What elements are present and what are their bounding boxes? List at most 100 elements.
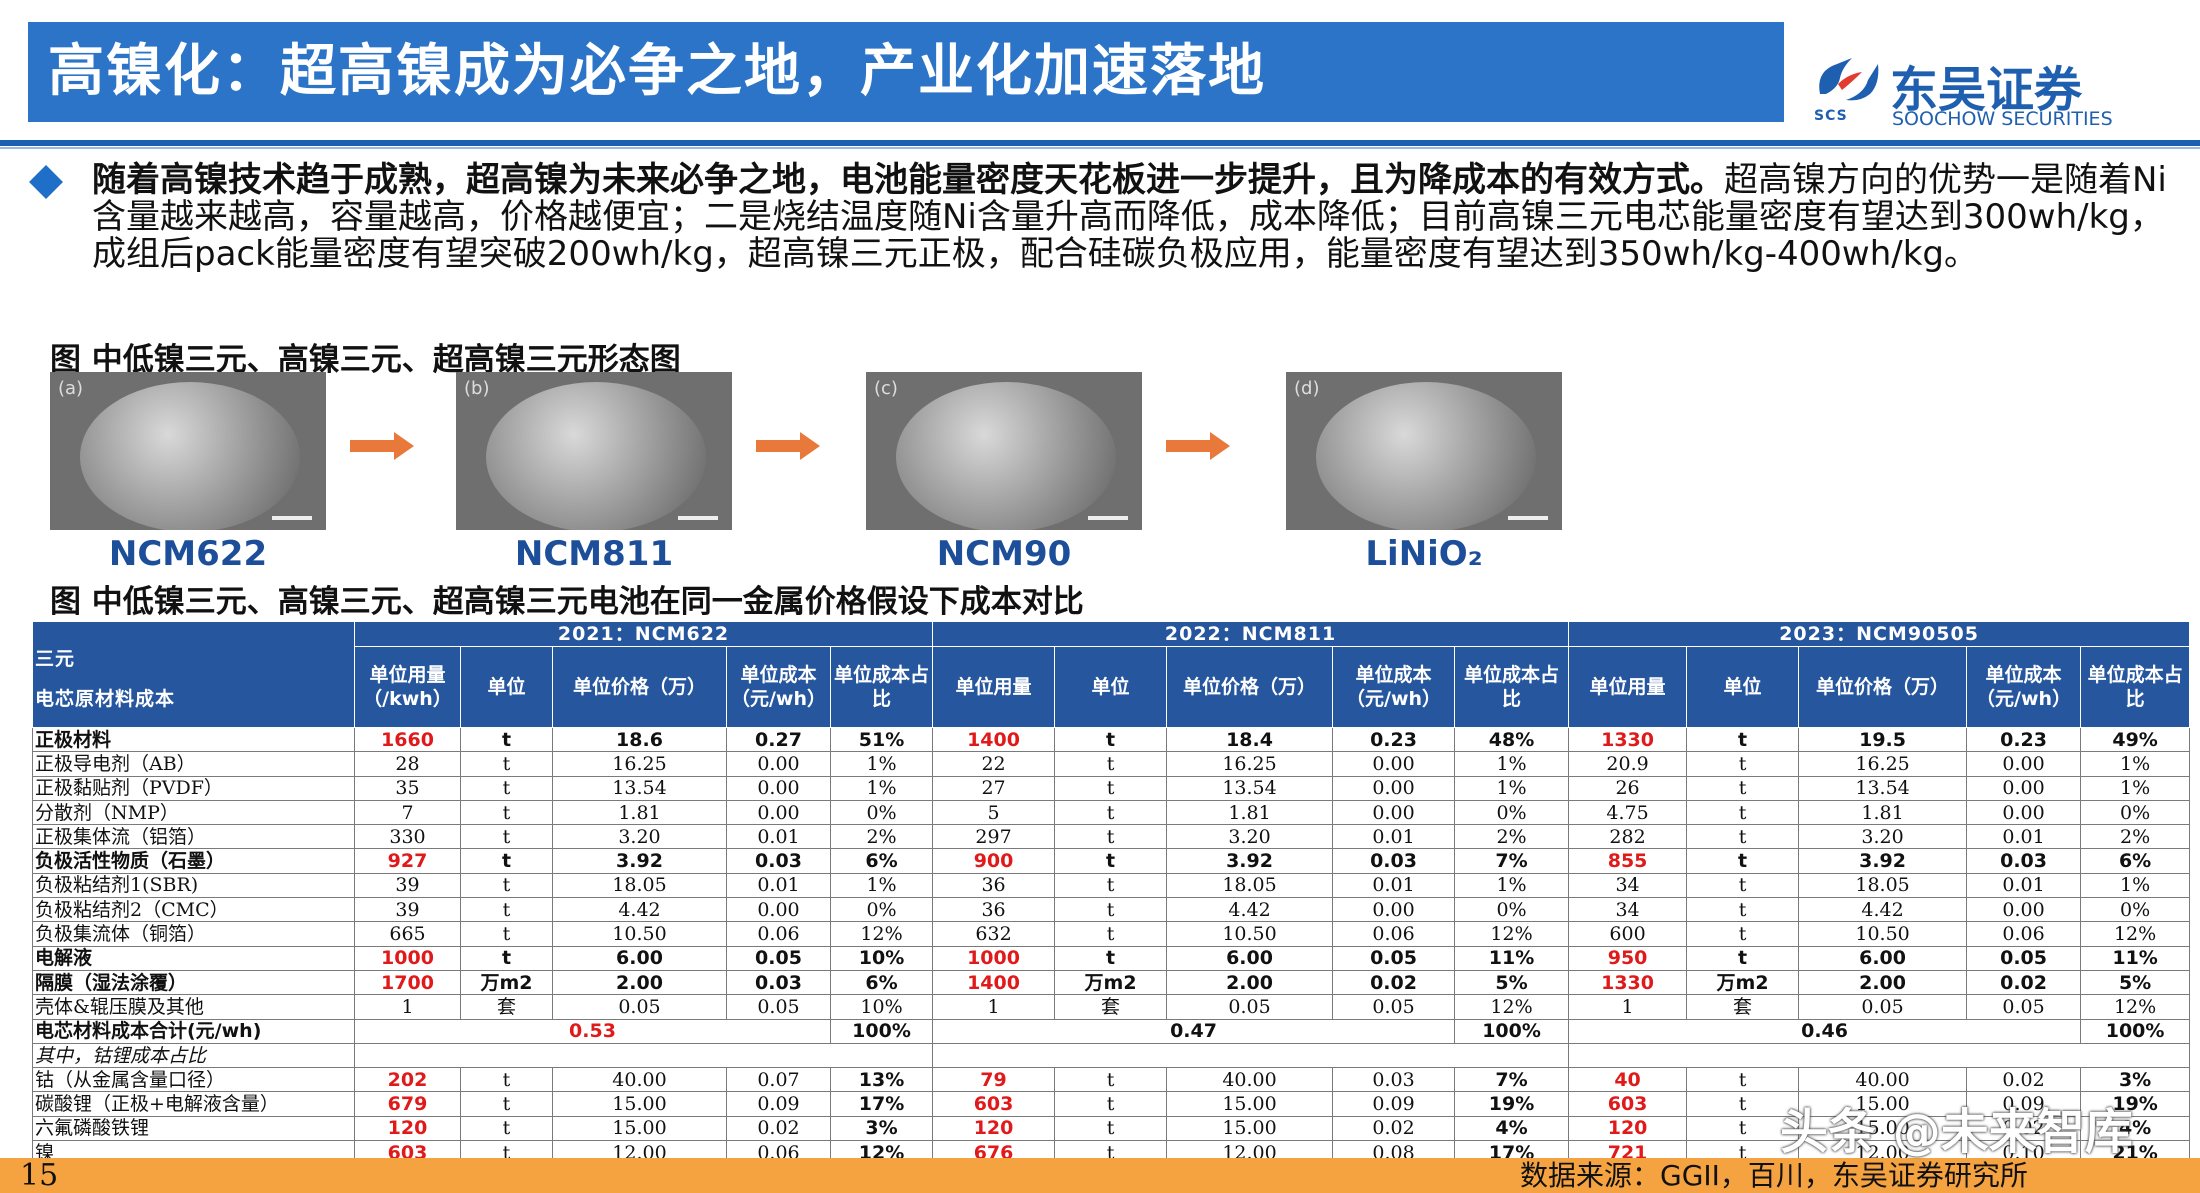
table-cell: 6.00	[552, 945, 727, 971]
table-row: 正极导电剂（AB） 28 t 16.25 0.00 1% 22 t 16.25 0.00 1% 20.…	[32, 751, 2191, 777]
table-cell: 79	[932, 1067, 1056, 1093]
table-cell: 12%	[2080, 994, 2191, 1020]
table-cell: 5	[932, 799, 1056, 826]
row-label: 分散剂（NMP）	[32, 799, 355, 826]
table-cell: 18.05	[1166, 872, 1334, 899]
table-cell: t	[460, 1067, 553, 1093]
table-cell: 0.03	[1966, 848, 2082, 874]
table-cell: 0.23	[1966, 726, 2082, 753]
table-cell: 1400	[932, 969, 1056, 996]
table-cell: 13.54	[1798, 775, 1968, 801]
bullet-paragraph: 随着高镍技术趋于成熟，超高镍为未来必争之地，电池能量密度天花板进一步提升，且为降…	[92, 162, 2172, 273]
table-row: 负极粘结剂2（CMC） 39 t 4.42 0.00 0% 36 t 4.42 0.00 0% 34 t…	[32, 897, 2191, 923]
table-cell: 0.01	[726, 824, 831, 850]
table-cell: 0.02	[1966, 1115, 2082, 1142]
column-header: 单位成本占比	[2080, 646, 2191, 728]
table-cell: 0.01	[1966, 824, 2082, 850]
row-label: 负极粘结剂1(SBR)	[32, 872, 355, 899]
table-cell: 套	[460, 994, 553, 1020]
row-label: 碳酸锂（正极+电解液含量）	[32, 1091, 355, 1117]
table-cell: 1%	[1454, 872, 1570, 899]
table-cell: 4.42	[1798, 897, 1968, 923]
table-cell: 0.05	[726, 945, 831, 971]
table-cell: t	[1686, 751, 1800, 777]
row-label: 负极集流体（铜箔）	[32, 921, 355, 947]
table-cell: 0.00	[1966, 897, 2082, 923]
table-row: 负极集流体（铜箔） 665 t 10.50 0.06 12% 632 t 10.50 0.06 12…	[32, 921, 2191, 947]
figure2-caption: 图 中低镍三元、高镍三元、超高镍三元电池在同一金属价格假设下成本对比	[50, 584, 1084, 620]
group-header: 2021：NCM622	[353, 621, 934, 647]
table-row: 正极黏贴剂（PVDF） 35 t 13.54 0.00 1% 27 t 13.54 0.00 1% 2…	[32, 775, 2191, 801]
table-cell: 202	[354, 1067, 461, 1093]
table-cell: 48%	[1454, 726, 1570, 753]
table-cell: 0.01	[1966, 872, 2082, 899]
total-cost: 0.47	[932, 1018, 1456, 1044]
table-cell: 0.09	[1332, 1091, 1456, 1117]
row-header-top-label: 三元	[35, 648, 76, 670]
table-row: 正极集体流（铝箔） 330 t 3.20 0.01 2% 297 t 3.20 0.01 2% 282…	[32, 824, 2191, 850]
table-cell: t	[1054, 872, 1168, 899]
table-cell: 1000	[354, 945, 461, 971]
table-cell: 3.20	[552, 824, 727, 850]
table-cell: 万m2	[1054, 969, 1168, 996]
table-cell: 40	[1568, 1067, 1688, 1093]
table-cell: 0.00	[726, 775, 831, 801]
table-cell: t	[1054, 1067, 1168, 1093]
table-cell: 10.50	[1166, 921, 1334, 947]
table-cell: 0.02	[1966, 1067, 2082, 1093]
table-cell: 34	[1568, 872, 1688, 899]
table-cell: 297	[932, 824, 1056, 850]
table-cell: 19%	[1454, 1091, 1570, 1117]
table-cell: t	[1054, 775, 1168, 801]
row-label: 隔膜（湿法涂覆）	[32, 969, 355, 996]
table-cell: 665	[354, 921, 461, 947]
table-cell: 120	[1568, 1115, 1688, 1142]
table-cell: 万m2	[1686, 969, 1800, 996]
table-header-row: 三元 电芯原材料成本 2021：NCM622 2022：NCM811 2023：NCM9…	[32, 621, 2191, 728]
table-cell: t	[1054, 799, 1168, 826]
logo-chinese-name: 东吴证券	[1890, 62, 2083, 118]
table-cell: t	[460, 824, 553, 850]
table-cell: 19%	[2080, 1091, 2191, 1117]
table-cell: 4%	[2080, 1115, 2191, 1142]
column-header: 单位用量（/kwh）	[354, 646, 461, 728]
note-row: 其中，钴锂成本占比	[32, 1042, 2191, 1069]
table-cell: 0.06	[726, 921, 831, 947]
table-cell: t	[1054, 824, 1168, 850]
table-cell: 1%	[829, 775, 934, 801]
table-cell: t	[1054, 751, 1168, 777]
table-cell: t	[1686, 799, 1800, 826]
column-header: 单位成本占比	[1454, 646, 1570, 728]
table-cell: 22	[932, 751, 1056, 777]
table-cell: 10.50	[1798, 921, 1968, 947]
table-cell: 15.00	[1166, 1091, 1334, 1117]
table-cell: t	[460, 921, 553, 947]
table-cell: 11%	[1454, 945, 1570, 971]
table-cell: 1.81	[1798, 799, 1968, 826]
total-row: 电芯材料成本合计(元/wh) 0.53 100% 0.47 100% 0.46 100%	[32, 1018, 2191, 1044]
table-cell: 0.05	[1332, 994, 1456, 1020]
table-cell: 51%	[829, 726, 934, 753]
table-cell: 2%	[1454, 824, 1570, 850]
table-cell: 1%	[829, 872, 934, 899]
table-cell: 1	[354, 994, 461, 1020]
table-cell: 35	[354, 775, 461, 801]
data-source: 数据来源：GGII，百川，东吴证券研究所	[1520, 1159, 2028, 1192]
table-subheader-row: 单位用量（/kwh） 单位 单位价格（万） 单位成本（元/wh） 单位成本占比 单位用量单…	[33, 646, 2191, 728]
table-cell: 39	[354, 897, 461, 923]
table-cell: 0%	[2080, 897, 2191, 923]
table-cell: 3%	[2080, 1067, 2191, 1093]
table-cell: 0%	[1454, 799, 1570, 826]
table-cell: 18.05	[552, 872, 727, 899]
table-cell: 28	[354, 751, 461, 777]
table-cell: 4.42	[552, 897, 727, 923]
table-cell: 40.00	[552, 1067, 727, 1093]
table-cell: 0.00	[726, 751, 831, 777]
table-cell: 16.25	[1798, 751, 1968, 777]
row-label: 正极集体流（铝箔）	[32, 824, 355, 850]
table-cell: 3%	[829, 1115, 934, 1142]
logo-mark-text: SCS	[1814, 108, 1848, 124]
table-cell: 120	[354, 1115, 461, 1142]
table-cell: 0%	[829, 799, 934, 826]
page-number: 15	[20, 1158, 59, 1193]
